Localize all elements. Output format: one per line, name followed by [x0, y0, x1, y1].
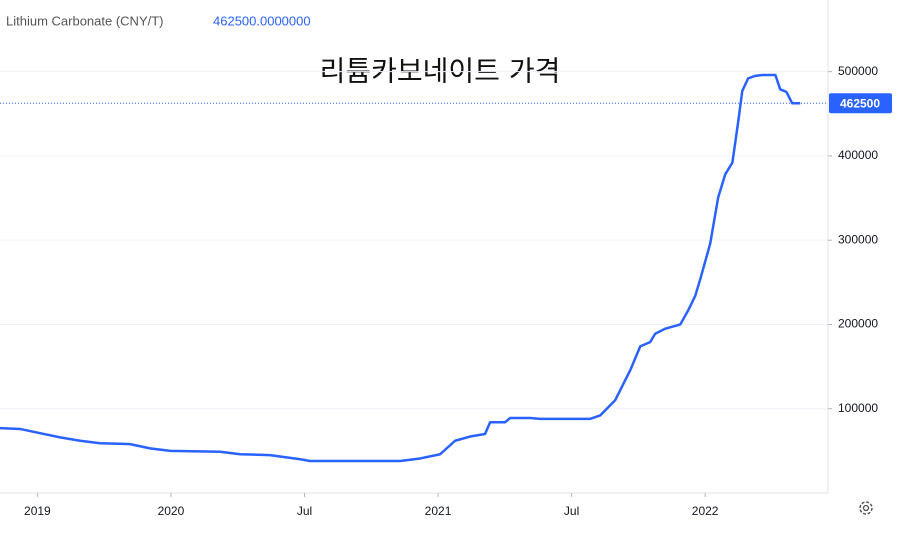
- price-line: [0, 73, 801, 463]
- x-tick-label: 2022: [692, 504, 719, 518]
- x-tick-label: 2020: [158, 504, 185, 518]
- last-price-tag: [829, 93, 892, 114]
- x-tick-label: Jul: [564, 504, 579, 518]
- y-tick-label: 300000: [838, 232, 878, 246]
- x-tick-label: 2021: [425, 504, 452, 518]
- y-tick-label: 200000: [838, 317, 878, 331]
- last-price-label: 462500: [840, 96, 880, 110]
- settings-icon[interactable]: [859, 501, 873, 515]
- x-tick-label: 2019: [24, 504, 51, 518]
- header-symbol: Lithium Carbonate (CNY/T): [6, 13, 164, 28]
- x-tick-label: Jul: [297, 504, 312, 518]
- header-price: 462500.0000000: [213, 13, 311, 28]
- gear-hole[interactable]: [862, 504, 870, 512]
- chart-title: 리튬카보네이트 가격: [320, 55, 561, 88]
- y-tick-label: 500000: [838, 64, 878, 78]
- y-tick-label: 400000: [838, 148, 878, 162]
- gear[interactable]: [859, 501, 873, 515]
- y-tick-label: 100000: [838, 401, 878, 415]
